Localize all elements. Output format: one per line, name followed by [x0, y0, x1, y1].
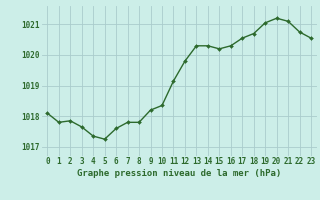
X-axis label: Graphe pression niveau de la mer (hPa): Graphe pression niveau de la mer (hPa)	[77, 169, 281, 178]
